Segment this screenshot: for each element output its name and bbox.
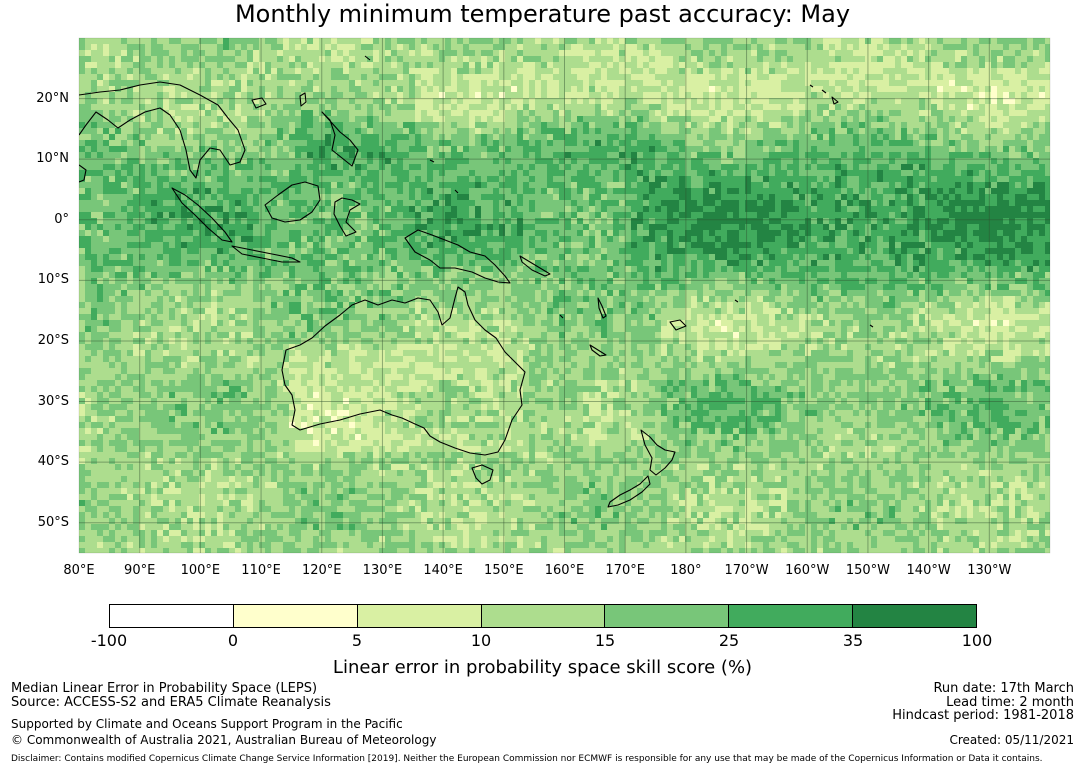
- graticule: [79, 38, 1050, 553]
- longitude-label: 110°E: [241, 563, 281, 578]
- small-islands-coastline: [364, 55, 874, 328]
- longitude-label: 120°E: [301, 563, 342, 578]
- philippines-coastline: [321, 111, 359, 167]
- footer-support: Supported by Climate and Oceans Support …: [11, 717, 403, 731]
- longitude-label: 90°E: [124, 563, 156, 578]
- latitude-label: 20°N: [36, 90, 69, 106]
- latitude-label: 20°S: [37, 332, 69, 348]
- longitude-label: 130°W: [967, 563, 1012, 578]
- taiwan-coastline: [299, 92, 307, 107]
- colorbar-tick-label: 35: [842, 631, 864, 650]
- tasmania-coastline: [471, 464, 494, 485]
- longitude-label: 170°W: [724, 563, 769, 578]
- new-guinea-coastline: [404, 229, 511, 284]
- latitude-label: 30°S: [37, 393, 69, 409]
- footer-disclaimer: Disclaimer: Contains modified Copernicus…: [11, 754, 1043, 764]
- colorbar-tick-label: 15: [594, 631, 616, 650]
- longitude-label: 100°E: [180, 563, 221, 578]
- longitude-label: 80°E: [63, 563, 95, 578]
- footer-method: Median Linear Error in Probability Space…: [11, 681, 318, 696]
- colorbar-tick-label: 25: [718, 631, 740, 650]
- colorbar-tick-label: 5: [351, 631, 363, 650]
- footer-copyright: © Commonwealth of Australia 2021, Austra…: [11, 733, 437, 747]
- colorbar-tick-label: 0: [227, 631, 239, 650]
- fiji-coastline: [669, 319, 687, 331]
- footer-hindcast-period: Hindcast period: 1981-2018: [892, 708, 1074, 723]
- sumatra-coastline: [171, 187, 233, 243]
- new-zealand-north-coastline: [640, 429, 676, 476]
- footer-run-date: Run date: 17th March: [933, 681, 1074, 696]
- colorbar-segment: [481, 605, 606, 627]
- footer-created: Created: 05/11/2021: [949, 733, 1074, 747]
- hawaii-coastline: [809, 84, 839, 105]
- hainan-coastline: [251, 97, 267, 109]
- longitude-label: 150°E: [484, 563, 524, 578]
- colorbar-segment: [110, 605, 234, 627]
- colorbar-tick-label: 100: [961, 631, 993, 650]
- skill-score-field: [79, 38, 1050, 553]
- vanuatu-coastline: [597, 297, 607, 319]
- footer-source: Source: ACCESS-S2 and ERA5 Climate Reana…: [11, 695, 331, 710]
- colorbar-label: Linear error in probability space skill …: [332, 657, 753, 678]
- longitude-label: 160°W: [785, 563, 830, 578]
- latitude-label: 0°: [54, 211, 69, 227]
- footer-lead-time: Lead time: 2 month: [946, 695, 1074, 710]
- new-caledonia-coastline: [589, 344, 607, 357]
- colorbar-tick-label: -100: [90, 631, 128, 650]
- colorbar-tick-label: 10: [470, 631, 492, 650]
- sulawesi-coastline: [333, 197, 361, 237]
- coastlines: [79, 55, 874, 508]
- skill-score-map: [78, 37, 1051, 554]
- latitude-label: 50°S: [37, 514, 69, 530]
- colorbar: [109, 604, 977, 628]
- map-title: Monthly minimum temperature past accurac…: [234, 0, 851, 28]
- colorbar-segment: [233, 605, 358, 627]
- longitude-label: 140°W: [906, 563, 951, 578]
- longitude-label: 170°E: [605, 563, 645, 578]
- borneo-coastline: [264, 181, 321, 223]
- solomon-islands-coastline: [519, 255, 551, 277]
- longitude-label: 160°E: [544, 563, 585, 578]
- latitude-label: 10°S: [37, 272, 69, 288]
- new-zealand-south-coastline: [607, 475, 651, 508]
- sri-lanka-coastline: [79, 164, 87, 183]
- longitude-label: 140°E: [423, 563, 463, 578]
- colorbar-segment: [357, 605, 482, 627]
- longitude-label: 130°E: [362, 563, 403, 578]
- latitude-label: 40°S: [37, 454, 69, 470]
- mainland-se-asia-coastline: [79, 81, 246, 179]
- longitude-label: 180°: [670, 563, 702, 578]
- colorbar-segment: [853, 605, 977, 627]
- java-coastline: [231, 245, 301, 263]
- longitude-label: 150°W: [845, 563, 891, 578]
- colorbar-segment: [605, 605, 730, 627]
- latitude-label: 10°N: [36, 151, 69, 167]
- australia-coastline: [281, 286, 526, 456]
- colorbar-segment: [729, 605, 854, 627]
